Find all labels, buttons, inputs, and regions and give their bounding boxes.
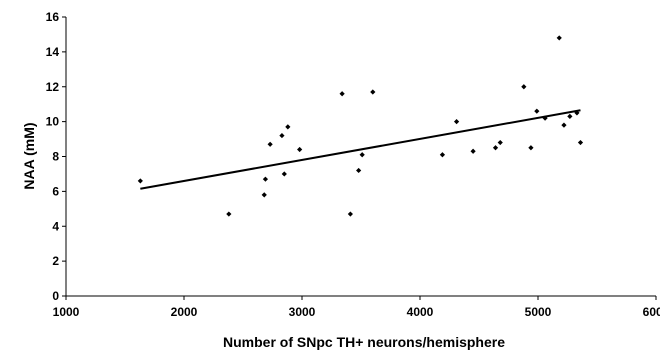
plot-area: 0 2 4 6 8 10 12 14 16 1000 2000 3000 4000 5000 6000 [46,10,660,319]
y-tick-label: 6 [52,184,59,198]
data-point [267,141,273,147]
data-point [470,148,476,154]
data-point [356,167,362,174]
y-tick-label: 12 [46,80,60,94]
data-point [534,108,540,114]
data-point [359,152,365,158]
y-tick-label: 0 [52,289,59,303]
x-tick-label: 6000 [643,305,660,319]
x-tick-label: 5000 [525,305,552,319]
x-tick-label: 1000 [53,305,80,319]
data-point [347,211,353,217]
data-point [279,132,285,139]
y-tick-label: 16 [46,10,60,24]
y-axis-title: NAA (mM) [21,122,37,189]
data-point [577,139,584,146]
data-point [497,139,503,146]
data-point [262,176,269,182]
data-point [574,110,580,116]
data-point [439,152,446,158]
data-point [528,145,534,151]
data-point [453,119,460,125]
x-axis-title: Number of SNpc TH+ neurons/hemisphere [223,334,505,350]
data-point [285,124,291,130]
data-point [556,35,562,41]
data-point [339,91,345,97]
y-tick-label: 4 [52,219,59,233]
trendline [140,109,581,190]
x-tick-label: 3000 [289,305,316,319]
x-tick-label: 2000 [171,305,198,319]
data-point [226,211,232,217]
data-point [561,122,567,128]
data-point [370,89,376,95]
data-point [567,113,573,119]
data-point [297,146,303,153]
data-point [281,171,287,177]
data-point [137,178,143,184]
data-point [261,192,267,198]
x-tick-label: 4000 [407,305,434,319]
y-tick-label: 2 [52,254,59,268]
y-tick-label: 14 [46,45,60,59]
data-point [521,84,527,90]
data-point [542,115,548,121]
y-tick-label: 8 [52,150,59,164]
y-tick-label: 10 [46,115,60,129]
data-point [492,145,499,151]
